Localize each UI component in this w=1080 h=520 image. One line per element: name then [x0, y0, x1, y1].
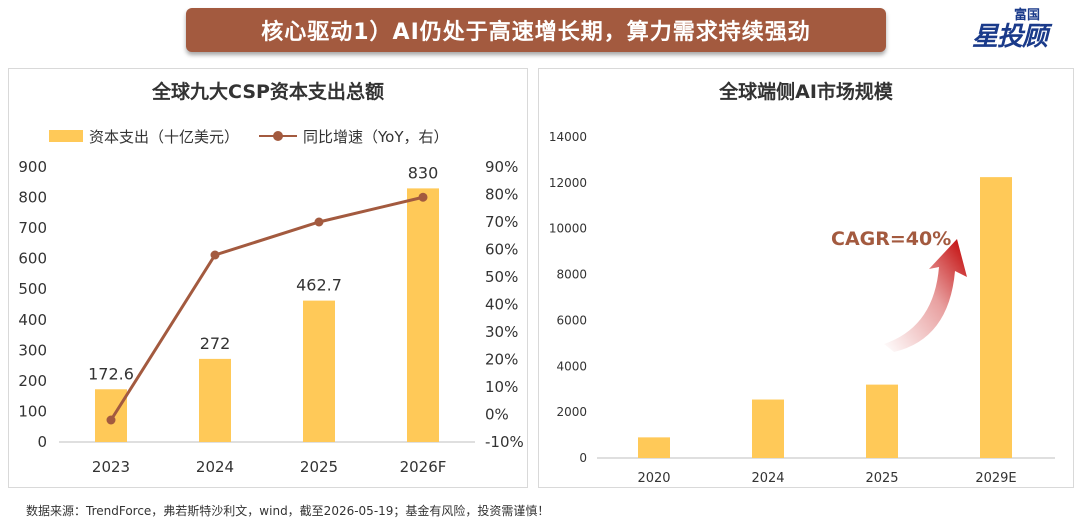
right-y-tick-label: 90%: [485, 158, 518, 176]
legend-bar-swatch: [49, 130, 83, 142]
logo-small-text: 富国: [1014, 8, 1041, 23]
right-y-tick-label: 0%: [485, 406, 509, 424]
capex-bar: [303, 300, 335, 442]
y-tick-label: 8000: [556, 268, 587, 282]
cagr-arrow-icon: [884, 239, 967, 352]
left-y-tick-label: 0: [37, 433, 47, 451]
logo-big-text: 星投顾: [972, 22, 1048, 52]
right-y-tick-label: 70%: [485, 213, 518, 231]
y-tick-label: 14000: [549, 130, 587, 144]
y-tick-label: 12000: [549, 176, 587, 190]
capex-bar-data-label: 462.7: [296, 276, 342, 295]
capex-bar-data-label: 172.6: [88, 364, 134, 383]
source-footnote: 数据来源：TrendForce，弗若斯特沙利文，wind，截至2026-05-1…: [26, 504, 550, 518]
right-y-tick-label: 60%: [485, 241, 518, 259]
x-category-label: 2026F: [400, 458, 447, 476]
legend-line-swatch: [259, 130, 298, 142]
right-y-tick-label: 20%: [485, 351, 518, 369]
banner-title: 核心驱动1）AI仍处于高速增长期，算力需求持续强劲: [186, 8, 886, 52]
right-y-tick-label: -10%: [485, 433, 524, 451]
right-y-tick-label: 80%: [485, 186, 518, 204]
market-size-bar: [866, 384, 898, 458]
left-y-tick-label: 300: [18, 341, 47, 359]
y-tick-label: 4000: [556, 359, 587, 373]
yoy-growth-line: [109, 195, 424, 421]
right-y-tick-label: 50%: [485, 268, 518, 286]
yoy-growth-point: [106, 415, 116, 425]
edge-ai-chart-title: 全球端侧AI市场规模: [719, 81, 893, 103]
x-category-label: 2029E: [975, 471, 1016, 486]
x-category-label: 2025: [300, 458, 338, 476]
capex-legend: 资本支出（十亿美元） 同比增速（YoY，右）: [49, 126, 449, 146]
left-y-tick-label: 900: [18, 158, 47, 176]
left-y-tick-label: 500: [18, 280, 47, 298]
edge-ai-chart-panel: 全球端侧AI市场规模 0 2000 4000 6000 8000 10000 12000 14…: [538, 68, 1074, 488]
capex-bar-data-label: 830: [408, 163, 439, 182]
capex-chart-title: 全球九大CSP资本支出总额: [152, 81, 384, 103]
market-size-bar: [638, 437, 670, 458]
x-category-label: 2024: [751, 471, 784, 486]
x-category-label: 2025: [865, 471, 898, 486]
left-y-tick-label: 600: [18, 250, 47, 268]
yoy-growth-point: [210, 250, 220, 260]
y-tick-label: 10000: [549, 222, 587, 236]
capex-chart-panel: 全球九大CSP资本支出总额 资本支出（十亿美元） 同比增速（YoY，右） 0 10…: [8, 68, 528, 488]
cagr-annotation: CAGR=40%: [831, 228, 951, 250]
y-tick-label: 0: [579, 451, 587, 465]
capex-bar: [407, 188, 439, 442]
yoy-growth-point: [314, 217, 324, 227]
legend-line-label: 同比增速（YoY，右）: [303, 127, 449, 146]
y-tick-label: 2000: [556, 405, 587, 419]
x-category-label: 2023: [92, 458, 130, 476]
left-y-tick-label: 700: [18, 219, 47, 237]
x-category-label: 2020: [637, 471, 670, 486]
market-size-bar: [980, 177, 1012, 458]
left-y-tick-label: 400: [18, 311, 47, 329]
left-y-tick-label: 800: [18, 189, 47, 207]
x-category-label: 2024: [196, 458, 234, 476]
edge-ai-chart-svg: 0 2000 4000 6000 8000 10000 12000 14000 2020 2024…: [549, 130, 1055, 486]
capex-chart-svg: 0 100 200 300 400 500 600 700 800 900 -10% 0% 10% 20%…: [18, 158, 524, 476]
market-size-bar: [752, 399, 784, 458]
brand-logo: 富国 星投顾: [972, 4, 1072, 54]
left-y-tick-label: 100: [18, 402, 47, 420]
capex-bar-data-label: 272: [200, 334, 231, 353]
right-y-tick-label: 10%: [485, 378, 518, 396]
y-tick-label: 6000: [556, 313, 587, 327]
right-y-tick-label: 40%: [485, 296, 518, 314]
left-y-tick-label: 200: [18, 372, 47, 390]
right-y-tick-label: 30%: [485, 323, 518, 341]
capex-bar: [199, 358, 231, 442]
yoy-growth-point: [418, 192, 428, 202]
legend-bar-label: 资本支出（十亿美元）: [89, 127, 240, 146]
